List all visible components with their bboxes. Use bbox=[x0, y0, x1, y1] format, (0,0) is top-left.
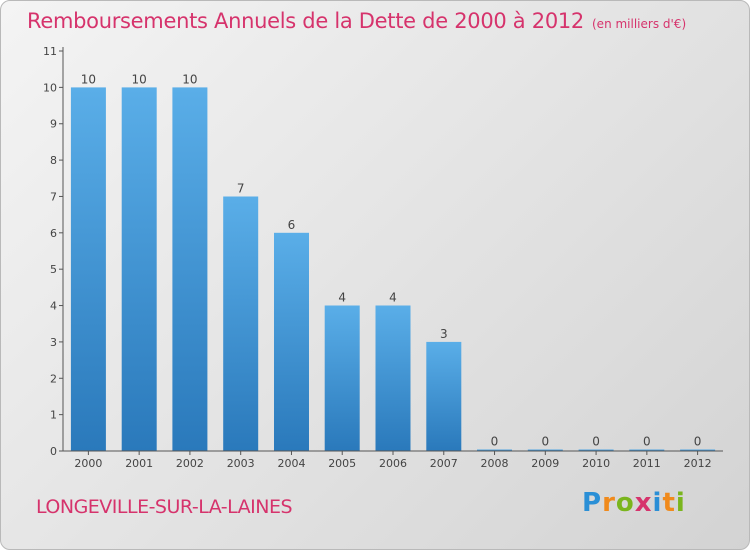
y-tick-label: 8 bbox=[50, 154, 57, 167]
bar-value-label: 7 bbox=[237, 182, 245, 196]
logo-letter: t bbox=[662, 488, 676, 518]
x-tick-label: 2003 bbox=[227, 457, 255, 470]
y-tick-label: 0 bbox=[50, 445, 57, 458]
x-tick-label: 2000 bbox=[74, 457, 102, 470]
bar-2005 bbox=[324, 305, 360, 451]
y-tick-label: 10 bbox=[43, 81, 57, 94]
bar-2009 bbox=[527, 449, 563, 451]
bar-2004 bbox=[274, 232, 309, 451]
y-tick-label: 6 bbox=[50, 227, 57, 240]
bar-value-label: 10 bbox=[132, 72, 147, 86]
y-tick-label: 5 bbox=[50, 263, 57, 276]
y-tick-label: 7 bbox=[50, 191, 57, 204]
bar-value-label: 3 bbox=[440, 327, 448, 341]
x-tick-label: 2010 bbox=[582, 457, 610, 470]
x-tick-label: 2006 bbox=[379, 457, 407, 470]
bar-value-label: 0 bbox=[694, 435, 702, 449]
bar-2008 bbox=[477, 449, 512, 451]
commune-name: LONGEVILLE-SUR-LA-LAINES bbox=[36, 496, 293, 518]
bar-value-label: 4 bbox=[338, 291, 346, 305]
bar-value-label: 0 bbox=[491, 435, 499, 449]
bar-value-label: 10 bbox=[81, 72, 96, 86]
proxiti-logo: Proxiti bbox=[582, 488, 686, 518]
bar-value-label: 0 bbox=[541, 435, 549, 449]
x-tick-label: 2007 bbox=[430, 457, 458, 470]
x-tick-label: 2004 bbox=[278, 457, 306, 470]
bar-2001 bbox=[121, 87, 157, 452]
bar-2012 bbox=[680, 449, 716, 451]
logo-letter: P bbox=[582, 488, 603, 518]
bar-value-label: 0 bbox=[592, 435, 600, 449]
x-tick-label: 2002 bbox=[176, 457, 204, 470]
y-tick-label: 3 bbox=[50, 336, 57, 349]
chart-title: Remboursements Annuels de la Dette de 20… bbox=[27, 9, 686, 33]
bar-2000 bbox=[70, 87, 106, 452]
chart-title-text: Remboursements Annuels de la Dette de 20… bbox=[27, 9, 584, 33]
y-tick-label: 9 bbox=[50, 118, 57, 131]
x-tick-label: 2008 bbox=[481, 457, 509, 470]
x-tick-label: 2011 bbox=[633, 457, 661, 470]
y-tick-label: 4 bbox=[50, 300, 57, 313]
x-tick-label: 2012 bbox=[684, 457, 712, 470]
x-tick-label: 2001 bbox=[125, 457, 153, 470]
logo-letter: o bbox=[615, 488, 635, 518]
logo-letter: i bbox=[652, 488, 663, 518]
logo-letter: r bbox=[602, 488, 616, 518]
y-tick-label: 1 bbox=[50, 409, 57, 422]
bar-value-label: 0 bbox=[643, 435, 651, 449]
bar-2002 bbox=[172, 87, 208, 452]
x-tick-label: 2005 bbox=[328, 457, 356, 470]
y-tick-label: 2 bbox=[50, 372, 57, 385]
x-tick-label: 2009 bbox=[531, 457, 559, 470]
logo-letter: x bbox=[634, 488, 653, 518]
bar-value-label: 6 bbox=[288, 218, 296, 232]
bar-2007 bbox=[426, 341, 462, 451]
bar-value-label: 10 bbox=[182, 72, 197, 86]
bar-2003 bbox=[223, 196, 259, 451]
bar-2011 bbox=[629, 449, 665, 451]
bar-2006 bbox=[375, 305, 411, 451]
logo-letter: i bbox=[675, 488, 686, 518]
bar-value-label: 4 bbox=[389, 291, 397, 305]
y-tick-label: 11 bbox=[43, 45, 57, 58]
bar-2010 bbox=[578, 449, 614, 451]
chart-subtitle: (en milliers d'€) bbox=[592, 17, 687, 31]
